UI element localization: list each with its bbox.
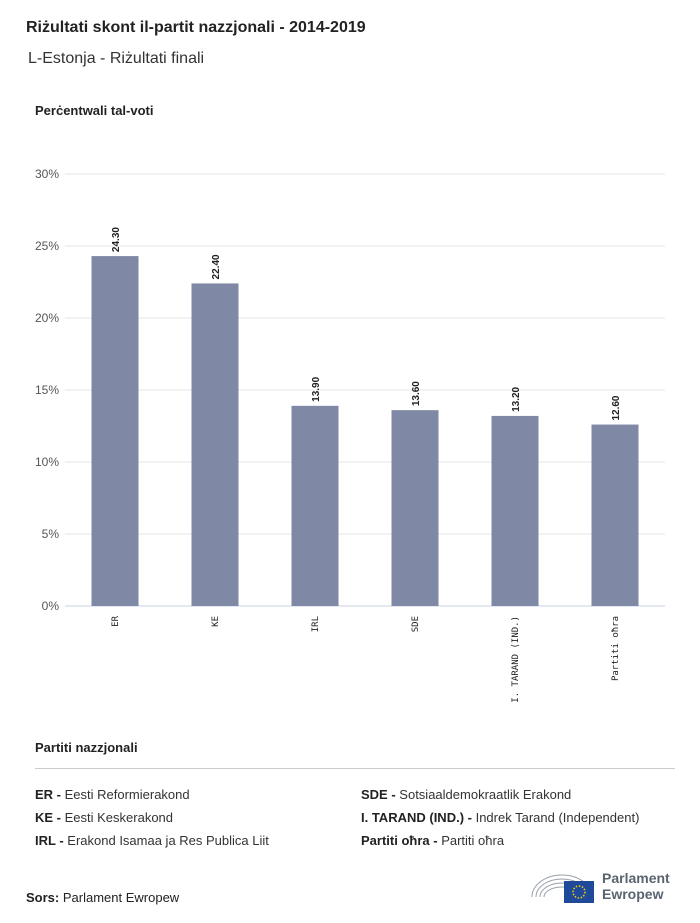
bar	[91, 256, 139, 606]
bar	[591, 424, 639, 606]
legend-name: Partiti oħra	[441, 833, 505, 848]
bar-value-label: 13.60	[411, 381, 422, 406]
source: Sors: Parlament Ewropew	[26, 890, 179, 905]
legend-item: KE - Eesti Keskerakond	[35, 810, 173, 825]
chart-title: Riżultati skont il-partit nazzjonali - 2…	[26, 19, 366, 36]
legend-name: Eesti Keskerakond	[64, 810, 174, 825]
y-tick-label: 15%	[35, 383, 59, 397]
bar	[191, 283, 239, 606]
source-text: Parlament Ewropew	[62, 890, 180, 905]
legend-name: Sotsiaaldemokraatlik Erakond	[399, 787, 572, 802]
legend-abbr: KE -	[35, 810, 61, 825]
x-tick-label: SDE	[411, 616, 421, 632]
legend-name: Erakond Isamaa ja Res Publica Liit	[67, 833, 269, 848]
legend-abbr: IRL -	[35, 833, 64, 848]
bar	[391, 410, 439, 606]
ep-logo: Parlament Ewropew	[530, 867, 680, 907]
y-tick-label: 25%	[35, 239, 59, 253]
legend-abbr: SDE -	[361, 787, 396, 802]
legend-item: SDE - Sotsiaaldemokraatlik Erakond	[361, 787, 571, 802]
legend-title: Partiti nazzjonali	[35, 740, 138, 755]
x-tick-label: I. TARAND (IND.)	[511, 616, 521, 703]
legend-name: Eesti Reformierakond	[64, 787, 190, 802]
bar	[291, 405, 339, 606]
legend-abbr: Partiti oħra -	[361, 833, 438, 848]
y-tick-label: 10%	[35, 455, 59, 469]
chart-subtitle: L-Estonja - Riżultati finali	[28, 50, 205, 67]
legend-divider	[35, 768, 675, 769]
y-tick-label: 30%	[35, 167, 59, 181]
legend-item: IRL - Erakond Isamaa ja Res Publica Liit	[35, 833, 269, 848]
x-tick-label: IRL	[311, 616, 321, 632]
y-tick-label: 0%	[42, 599, 60, 613]
parliament-logo-icon	[531, 874, 594, 903]
logo-text-line1: Parlament	[602, 870, 670, 886]
source-label: Sors:	[26, 890, 60, 905]
legend-abbr: I. TARAND (IND.) -	[361, 810, 472, 825]
bar-value-label: 24.30	[111, 227, 122, 252]
bar-value-label: 13.20	[511, 386, 522, 411]
x-tick-label: ER	[111, 615, 121, 626]
legend-item: I. TARAND (IND.) - Indrek Tarand (Indepe…	[361, 810, 639, 825]
logo-text-line2: Ewropew	[602, 886, 664, 902]
bar-value-label: 22.40	[211, 254, 222, 279]
bar-value-label: 13.90	[311, 376, 322, 401]
bar-chart: 0% 5% 10% 15% 20% 25% 30% 24.30 ER 22.40 KE 13.90 IR…	[35, 167, 665, 703]
y-axis-label: Perċentwali tal-voti	[35, 103, 154, 118]
bar-value-label: 12.60	[611, 395, 622, 420]
y-tick-label: 5%	[42, 527, 60, 541]
y-tick-label: 20%	[35, 311, 59, 325]
legend-item: ER - Eesti Reformierakond	[35, 787, 190, 802]
x-tick-label: KE	[211, 616, 221, 627]
legend-abbr: ER -	[35, 787, 61, 802]
bar	[491, 415, 539, 606]
legend-name: Indrek Tarand (Independent)	[475, 810, 640, 825]
legend-item: Partiti oħra - Partiti oħra	[361, 833, 504, 848]
x-tick-label: Partiti oħra	[611, 616, 621, 681]
